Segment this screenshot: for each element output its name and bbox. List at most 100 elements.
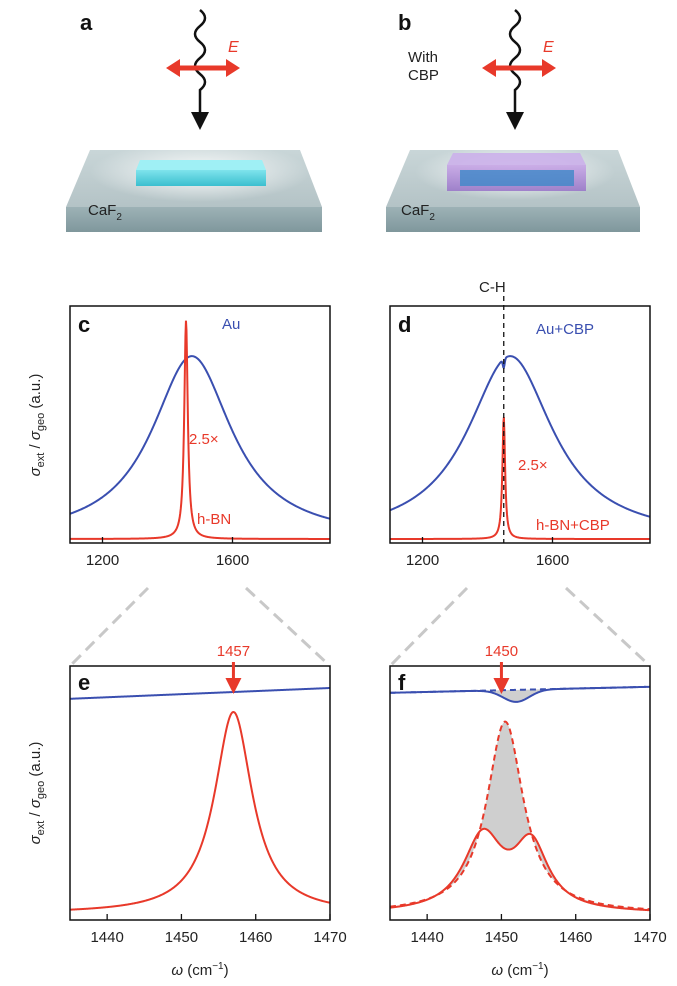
xtick-label-e-1440: 1440 — [90, 929, 123, 946]
series-h-bn-cbp-d — [390, 417, 650, 540]
axes-d-frame — [389, 305, 651, 544]
panel-f: f 1440 1450 1460 1470 1450 ω (cm−1) — [389, 643, 667, 979]
peak-arrow-head-f — [493, 678, 510, 694]
field-label-a: E — [228, 39, 239, 56]
xlabel-f-sym: ω — [491, 962, 503, 979]
c-curves — [69, 320, 331, 540]
label-au-c: Au — [222, 316, 240, 333]
zoom-line-d-left — [388, 586, 469, 668]
d-ticks: 1200 1600 — [406, 537, 569, 569]
polarization-arrow-b — [482, 59, 556, 77]
substrate-label-b: CaF2 — [401, 202, 435, 223]
field-label-b: E — [543, 39, 554, 56]
e-curves — [69, 687, 331, 911]
xtick-label-e-1460: 1460 — [239, 929, 272, 946]
schematic-a: a CaF2 E — [66, 9, 322, 232]
label-scale-c: 2.5× — [189, 431, 219, 448]
panel-label-f: f — [398, 670, 406, 695]
peak-marker-f: 1450 — [485, 643, 518, 694]
ylabel-top-sym1: σ — [27, 466, 44, 476]
series-au-e — [69, 687, 331, 700]
xtick-label-c-1200: 1200 — [86, 552, 119, 569]
panel-label-c: c — [78, 312, 90, 337]
series-h-bn-e — [69, 710, 331, 911]
series-au-c — [69, 355, 331, 520]
xlabel-e-close: ) — [224, 962, 229, 979]
ylabel-top-sep: / — [27, 440, 44, 453]
xtick-label-c-1600: 1600 — [216, 552, 249, 569]
substrate-label-a: CaF2 — [88, 202, 122, 223]
ylabel-top-densub: geo — [35, 413, 47, 431]
nanobar-b — [447, 153, 586, 191]
xtick-label-e-1470: 1470 — [313, 929, 346, 946]
panel-e: e 1440 1450 1460 1470 1457 ω (cm−1) — [69, 643, 347, 979]
light-wave-b — [508, 9, 522, 114]
axes-c-frame — [69, 305, 331, 544]
light-arrowhead-b — [506, 112, 524, 130]
c-ticks: 1200 1600 — [86, 537, 249, 569]
xtick-label-f-1460: 1460 — [559, 929, 592, 946]
ylabel-bot-unit: (a.u.) — [27, 742, 44, 781]
xlabel-f: ω (cm−1) — [491, 961, 548, 979]
xlabel-e-unit: (cm — [183, 962, 212, 979]
axes-f-frame — [389, 665, 651, 921]
series-h-bn-cbp-f — [389, 827, 651, 912]
ylabel-bot-sep: / — [27, 808, 44, 821]
coating-line1: With — [408, 49, 438, 66]
f-curves — [389, 685, 651, 912]
peak-label-f: 1450 — [485, 643, 518, 660]
xtick-label-f-1440: 1440 — [410, 929, 443, 946]
caf-sub-b: 2 — [429, 212, 435, 223]
peak-marker-e: 1457 — [217, 643, 250, 694]
ylabel-bottom: σext / σgeo (a.u.) — [27, 742, 47, 845]
label-ch: C-H — [479, 279, 506, 296]
xlabel-f-close: ) — [544, 962, 549, 979]
panel-label-d: d — [398, 312, 411, 337]
peak-arrow-head-e — [225, 678, 242, 694]
label-hbncbp-d: h-BN+CBP — [536, 517, 610, 534]
ylabel-top-unit: (a.u.) — [27, 374, 44, 413]
nanobar-a — [136, 160, 266, 186]
panel-c: c 1200 1600 Au 2.5× h-BN — [69, 305, 331, 569]
xlabel-f-unit: (cm — [503, 962, 532, 979]
xlabel-e-sup: −1 — [212, 961, 224, 972]
panel-d: d C-H 1200 1600 Au+CBP 2.5× h-BN+CBP — [389, 279, 651, 569]
caf-sub-a: 2 — [116, 212, 122, 223]
label-aucbp-d: Au+CBP — [536, 321, 594, 338]
label-scale-d: 2.5× — [518, 457, 548, 474]
ylabel-top-numsub: ext — [35, 453, 47, 468]
caf-text-b: CaF — [401, 202, 429, 219]
axes-e-frame — [69, 665, 331, 921]
xtick-label-d-1200: 1200 — [406, 552, 439, 569]
ylabel-top-sym2: σ — [27, 430, 44, 440]
xtick-label-d-1600: 1600 — [536, 552, 569, 569]
peak-label-e: 1457 — [217, 643, 250, 660]
ylabel-bot-numsub: ext — [35, 821, 47, 836]
shade-region-2 — [390, 721, 650, 911]
d-curves — [389, 296, 651, 543]
series-au-cbp-d — [389, 355, 651, 518]
e-ticks: 1440 1450 1460 1470 — [90, 914, 347, 946]
panel-label-e: e — [78, 670, 90, 695]
light-arrowhead-a — [191, 112, 209, 130]
f-ticks: 1440 1450 1460 1470 — [410, 914, 667, 946]
ylabel-bot-sym2: σ — [27, 798, 44, 808]
zoom-line-d-right — [564, 586, 652, 668]
shade-region-1 — [390, 686, 650, 702]
polarization-arrow-a — [166, 59, 240, 77]
zoom-line-c-left — [68, 586, 150, 668]
ylabel-bot-sym1: σ — [27, 834, 44, 844]
label-hbn-c: h-BN — [197, 511, 231, 528]
coating-line2: CBP — [408, 67, 439, 84]
zoom-connectors — [68, 586, 652, 668]
xlabel-e: ω (cm−1) — [171, 961, 228, 979]
xtick-label-f-1470: 1470 — [633, 929, 666, 946]
panel-label-b: b — [398, 10, 411, 35]
ylabel-bot-densub: geo — [35, 781, 47, 799]
xtick-label-f-1450: 1450 — [485, 929, 518, 946]
panel-label-a: a — [80, 10, 93, 35]
series-au-dashed-f — [389, 685, 651, 694]
ylabel-top: σext / σgeo (a.u.) — [27, 374, 47, 477]
zoom-line-c-right — [244, 586, 332, 668]
